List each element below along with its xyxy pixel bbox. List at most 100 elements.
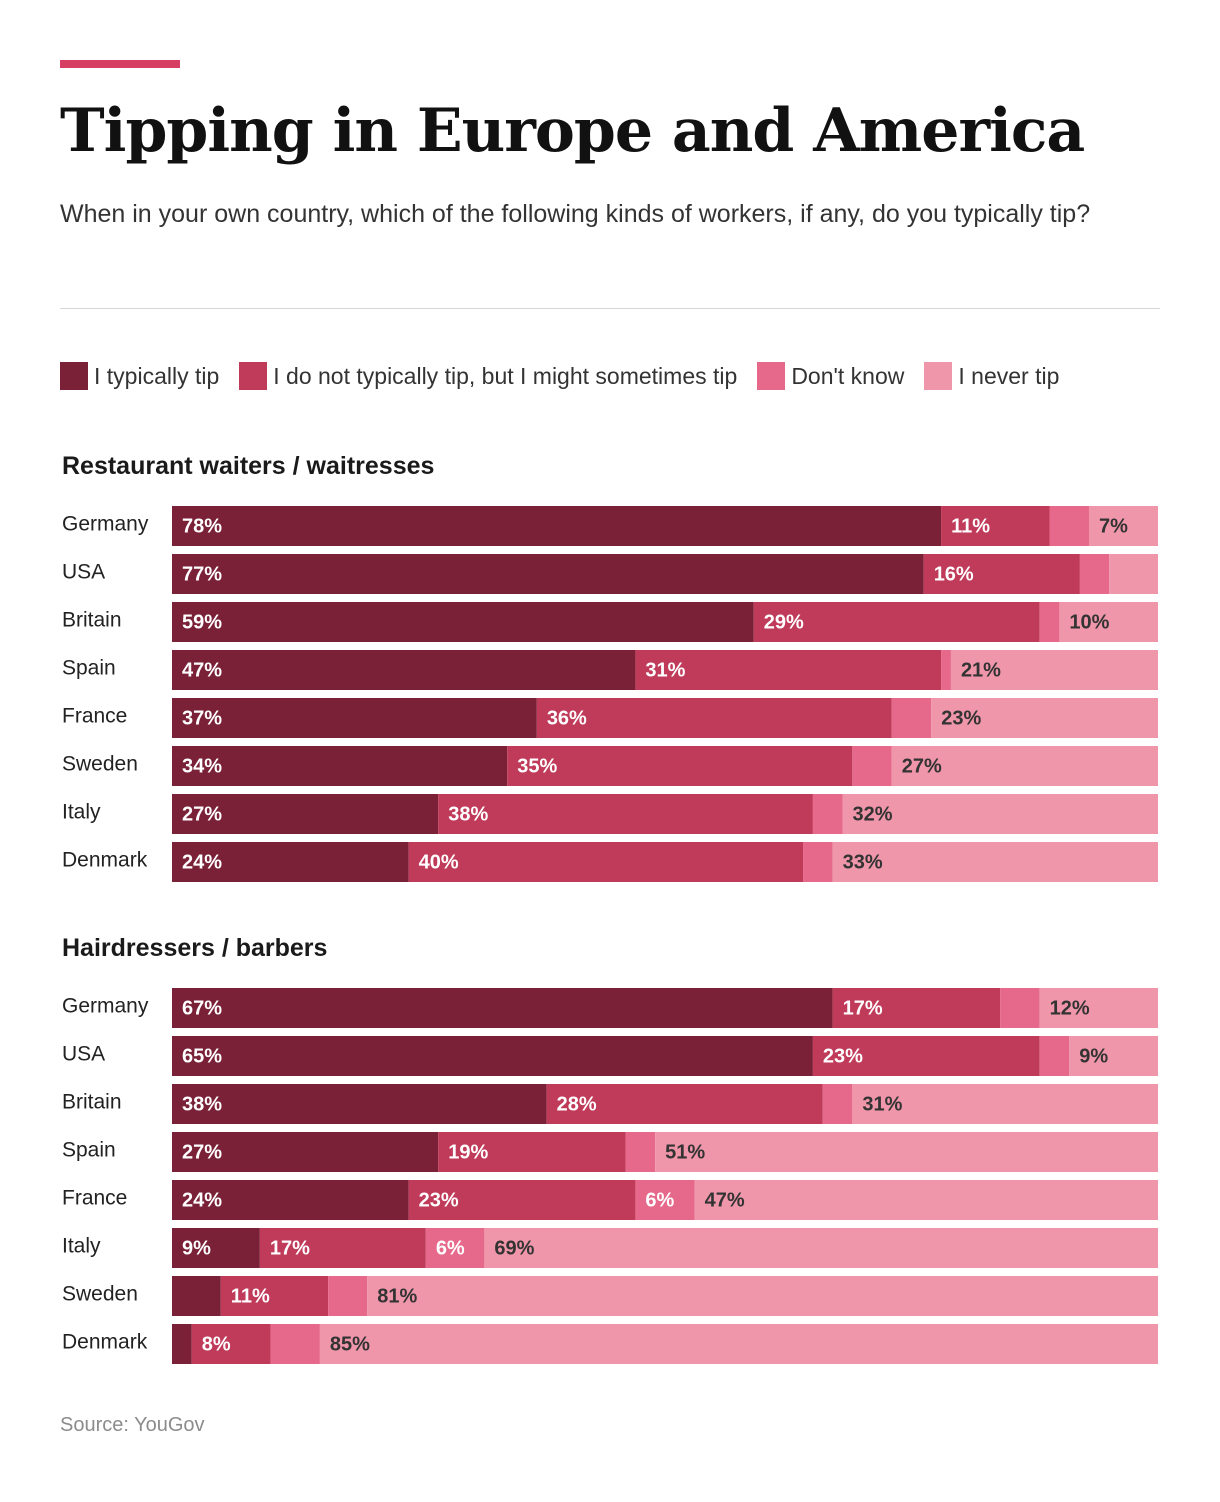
legend: I typically tip I do not typically tip, … xyxy=(60,362,1079,390)
data-label-france-i-do-not-typically-tip-but-i-might-sometimes-tip: 36% xyxy=(547,707,587,729)
bar-segment-france-i-never-tip xyxy=(694,1180,1158,1220)
bar-segment-italy-i-do-not-typically-tip-but-i-might-sometimes-tip xyxy=(259,1228,426,1268)
data-label-denmark-i-typically-tip: 24% xyxy=(182,851,222,873)
bar-segment-france-i-typically-tip xyxy=(172,1180,409,1220)
bar-segment-italy-i-never-tip xyxy=(484,1228,1158,1268)
category-label-sweden: Sweden xyxy=(62,753,138,776)
category-label-britain: Britain xyxy=(62,609,122,632)
bar-segment-germany-don-t-know xyxy=(1000,988,1040,1028)
section-title-hairdressers: Hairdressers / barbers xyxy=(62,934,328,962)
data-label-sweden-i-do-not-typically-tip-but-i-might-sometimes-tip: 11% xyxy=(231,1285,270,1307)
data-label-germany-i-never-tip: 7% xyxy=(1099,515,1128,537)
legend-swatch xyxy=(239,362,268,390)
data-label-usa-i-typically-tip: 77% xyxy=(182,563,222,585)
data-label-germany-i-do-not-typically-tip-but-i-might-sometimes-tip: 11% xyxy=(951,515,990,537)
data-label-italy-i-typically-tip: 9% xyxy=(182,1237,211,1259)
data-label-italy-i-typically-tip: 27% xyxy=(182,803,222,825)
bar-segment-germany-don-t-know xyxy=(1049,506,1089,546)
data-label-sweden-i-never-tip: 81% xyxy=(377,1285,417,1307)
chart-waiters: Germany 78% 11% 7% USA 77% 16% Britain 59% 29% 10%… xyxy=(62,506,1158,882)
bar-segment-france-i-never-tip xyxy=(931,698,1158,738)
section-title-waiters: Restaurant waiters / waitresses xyxy=(62,452,435,480)
data-label-spain-i-typically-tip: 27% xyxy=(182,1141,222,1163)
data-label-germany-i-typically-tip: 67% xyxy=(182,997,222,1019)
data-label-italy-don-t-know: 6% xyxy=(436,1237,465,1259)
bar-segment-germany-i-do-not-typically-tip-but-i-might-sometimes-tip xyxy=(941,506,1050,546)
bar-segment-sweden-i-typically-tip xyxy=(172,746,508,786)
data-label-denmark-i-do-not-typically-tip-but-i-might-sometimes-tip: 40% xyxy=(419,851,459,873)
bar-segment-germany-i-never-tip xyxy=(1039,988,1158,1028)
source-note: Source: YouGov xyxy=(60,1414,205,1436)
data-label-france-i-never-tip: 23% xyxy=(941,707,981,729)
data-label-germany-i-do-not-typically-tip-but-i-might-sometimes-tip: 17% xyxy=(843,997,883,1019)
chart-title: Tipping in Europe and America xyxy=(60,96,1085,166)
bar-segment-denmark-i-do-not-typically-tip-but-i-might-sometimes-tip xyxy=(408,842,804,882)
category-label-germany: Germany xyxy=(62,513,149,536)
data-label-spain-i-do-not-typically-tip-but-i-might-sometimes-tip: 31% xyxy=(645,659,685,681)
bar-segment-spain-don-t-know xyxy=(941,650,951,690)
bar-segment-denmark-i-never-tip xyxy=(832,842,1158,882)
bar-segment-germany-i-typically-tip xyxy=(172,988,833,1028)
bar-segment-usa-i-do-not-typically-tip-but-i-might-sometimes-tip xyxy=(923,554,1080,594)
bar-segment-sweden-i-do-not-typically-tip-but-i-might-sometimes-tip xyxy=(507,746,853,786)
legend-item-never-tip: I never tip xyxy=(924,362,1059,390)
data-label-spain-i-never-tip: 51% xyxy=(665,1141,705,1163)
data-label-usa-i-never-tip: 9% xyxy=(1079,1045,1108,1067)
data-label-sweden-i-never-tip: 27% xyxy=(902,755,942,777)
data-label-britain-i-do-not-typically-tip-but-i-might-sometimes-tip: 28% xyxy=(557,1093,597,1115)
bar-segment-france-don-t-know xyxy=(635,1180,695,1220)
category-label-usa: USA xyxy=(62,1043,105,1066)
accent-bar xyxy=(60,60,180,68)
bar-segment-britain-don-t-know xyxy=(1039,602,1060,642)
bar-segment-spain-i-typically-tip xyxy=(172,650,636,690)
bar-segment-britain-i-typically-tip xyxy=(172,1084,547,1124)
legend-label: I never tip xyxy=(958,362,1060,389)
bar-segment-usa-don-t-know xyxy=(1079,554,1110,594)
data-label-italy-i-do-not-typically-tip-but-i-might-sometimes-tip: 38% xyxy=(448,803,488,825)
bar-segment-france-i-typically-tip xyxy=(172,698,537,738)
data-label-denmark-i-never-tip: 33% xyxy=(843,851,883,873)
header-divider xyxy=(60,308,1160,309)
chart-hairdressers: Germany 67% 17% 12% USA 65% 23% 9% Britain 38% 28%… xyxy=(62,988,1158,1364)
data-label-france-i-typically-tip: 37% xyxy=(182,707,222,729)
legend-item-typically-tip: I typically tip xyxy=(60,362,219,390)
bar-segment-usa-i-typically-tip xyxy=(172,1036,813,1076)
legend-item-dont-know: Don't know xyxy=(757,362,904,390)
category-label-denmark: Denmark xyxy=(62,849,148,872)
bar-segment-denmark-i-typically-tip xyxy=(172,842,409,882)
data-label-germany-i-typically-tip: 78% xyxy=(182,515,222,537)
legend-item-sometimes-tip: I do not typically tip, but I might some… xyxy=(239,362,737,390)
bar-segment-spain-don-t-know xyxy=(625,1132,656,1172)
data-label-spain-i-typically-tip: 47% xyxy=(182,659,222,681)
legend-label: I do not typically tip, but I might some… xyxy=(273,362,738,389)
data-label-spain-i-never-tip: 21% xyxy=(961,659,1001,681)
data-label-sweden-i-typically-tip: 34% xyxy=(182,755,222,777)
legend-label: I typically tip xyxy=(94,362,220,389)
bar-segment-usa-i-never-tip xyxy=(1109,554,1158,594)
bar-segment-britain-i-never-tip xyxy=(1059,602,1158,642)
category-label-britain: Britain xyxy=(62,1091,122,1114)
legend-swatch xyxy=(924,362,953,390)
bar-segment-usa-i-do-not-typically-tip-but-i-might-sometimes-tip xyxy=(812,1036,1040,1076)
data-label-france-i-typically-tip: 24% xyxy=(182,1189,222,1211)
bar-segment-france-don-t-know xyxy=(891,698,932,738)
bar-segment-britain-i-typically-tip xyxy=(172,602,754,642)
data-label-usa-i-do-not-typically-tip-but-i-might-sometimes-tip: 23% xyxy=(823,1045,863,1067)
bar-segment-denmark-don-t-know xyxy=(270,1324,320,1364)
bar-segment-germany-i-never-tip xyxy=(1088,506,1158,546)
data-label-britain-i-typically-tip: 38% xyxy=(182,1093,222,1115)
bar-segment-germany-i-typically-tip xyxy=(172,506,942,546)
bar-segment-italy-i-typically-tip xyxy=(172,794,439,834)
data-label-britain-i-never-tip: 31% xyxy=(862,1093,902,1115)
bar-segment-spain-i-never-tip xyxy=(655,1132,1158,1172)
legend-swatch xyxy=(757,362,786,390)
bar-segment-denmark-i-never-tip xyxy=(319,1324,1158,1364)
bar-segment-usa-don-t-know xyxy=(1039,1036,1070,1076)
bar-segment-sweden-don-t-know xyxy=(328,1276,368,1316)
data-label-denmark-i-never-tip: 85% xyxy=(330,1333,370,1355)
bar-segment-britain-don-t-know xyxy=(822,1084,853,1124)
bar-segment-denmark-i-typically-tip xyxy=(172,1324,192,1364)
data-label-spain-i-do-not-typically-tip-but-i-might-sometimes-tip: 19% xyxy=(448,1141,488,1163)
bar-segment-spain-i-do-not-typically-tip-but-i-might-sometimes-tip xyxy=(635,650,942,690)
bar-segment-france-i-do-not-typically-tip-but-i-might-sometimes-tip xyxy=(408,1180,636,1220)
